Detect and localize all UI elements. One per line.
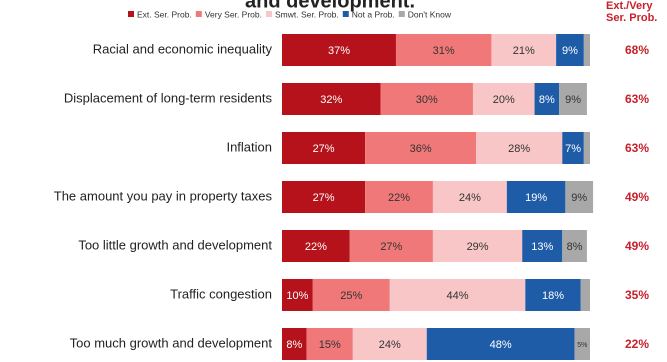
- bar-segment: [491, 34, 557, 66]
- value-label: 36%: [410, 143, 432, 155]
- bar-segment: [365, 132, 477, 164]
- value-label: 24%: [379, 339, 401, 351]
- legend-label: Don't Know: [408, 9, 452, 19]
- bar-segment: [395, 34, 492, 66]
- value-label: 5%: [577, 342, 587, 349]
- value-label: 20%: [493, 94, 515, 106]
- legend-label: Very Ser. Prob.: [205, 9, 262, 19]
- category-label: Too little growth and development: [78, 237, 272, 252]
- category-label: Displacement of long-term residents: [64, 90, 273, 105]
- bar-segment: [365, 181, 433, 213]
- category-label: Inflation: [226, 139, 272, 154]
- bar-segment: [583, 34, 590, 66]
- bar-segment: [472, 83, 535, 115]
- bar-segment: [562, 230, 587, 262]
- value-label: 29%: [467, 241, 489, 253]
- value-label: 9%: [562, 45, 578, 57]
- value-label: 7%: [565, 143, 581, 155]
- category-label: Traffic congestion: [170, 286, 272, 301]
- bar-segment: [312, 279, 390, 311]
- bar-segment: [580, 279, 590, 311]
- value-label: 32%: [320, 94, 342, 106]
- legend-swatch: [128, 11, 134, 17]
- legend-label: Not a Prob.: [352, 9, 395, 19]
- bar-segment: [525, 279, 581, 311]
- value-label: 27%: [313, 192, 335, 204]
- value-label: 9%: [565, 94, 581, 106]
- legend-swatch: [265, 11, 272, 17]
- bar-segment: [506, 181, 566, 213]
- bar-segment: [352, 328, 427, 360]
- category-label: The amount you pay in property taxes: [54, 188, 273, 203]
- legend-swatch: [342, 11, 349, 17]
- value-label: 13%: [531, 241, 553, 253]
- bar-segment: [282, 181, 366, 213]
- bar-segment: [574, 328, 590, 360]
- chart-title: and development.: [245, 0, 415, 12]
- bar-segment: [282, 279, 313, 311]
- value-label: 19%: [525, 192, 547, 204]
- category-label: Too much growth and development: [70, 335, 273, 350]
- bar-segment: [282, 132, 366, 164]
- value-label: 8%: [567, 241, 583, 253]
- bar-segment: [432, 181, 507, 213]
- bar-segment: [282, 83, 381, 115]
- total-label: 63%: [625, 141, 649, 155]
- bar-segment: [282, 328, 307, 360]
- totals-header: Ext./Very Ser. Prob.: [606, 0, 658, 24]
- value-label: 48%: [490, 339, 512, 351]
- value-label: 10%: [286, 290, 308, 302]
- bar-segment: [380, 83, 473, 115]
- value-label: 30%: [416, 94, 438, 106]
- value-label: 24%: [459, 192, 481, 204]
- bar-segment: [426, 328, 575, 360]
- bar-segment: [534, 83, 560, 115]
- value-label: 9%: [571, 192, 587, 204]
- legend-label: Smwt. Ser. Prob.: [275, 9, 339, 19]
- category-label: Racial and economic inequality: [93, 41, 273, 56]
- legend-label: Ext. Ser. Prob.: [137, 9, 192, 19]
- bar-segment: [583, 132, 590, 164]
- value-label: 18%: [542, 290, 564, 302]
- total-label: 49%: [625, 239, 649, 253]
- total-label: 63%: [625, 92, 649, 106]
- value-label: 8%: [539, 94, 555, 106]
- value-label: 31%: [433, 45, 455, 57]
- bar-segment: [282, 230, 350, 262]
- total-label: 35%: [625, 288, 649, 302]
- bar-segment: [562, 132, 584, 164]
- bar-segment: [306, 328, 353, 360]
- value-label: 27%: [380, 241, 402, 253]
- value-label: 25%: [340, 290, 362, 302]
- bar-segment: [556, 34, 584, 66]
- bar-segment: [349, 230, 433, 262]
- value-label: 22%: [305, 241, 327, 253]
- bar-segment: [282, 34, 396, 66]
- value-label: 22%: [388, 192, 410, 204]
- value-label: 27%: [313, 143, 335, 155]
- bar-segment: [522, 230, 563, 262]
- value-label: 44%: [447, 290, 469, 302]
- legend-swatch: [398, 11, 405, 17]
- total-label: 49%: [625, 190, 649, 204]
- bar-segment: [559, 83, 587, 115]
- value-label: 21%: [513, 45, 535, 57]
- bar-segment: [389, 279, 526, 311]
- value-label: 37%: [328, 45, 350, 57]
- value-label: 8%: [286, 339, 302, 351]
- bar-segment: [432, 230, 523, 262]
- total-label: 22%: [625, 337, 649, 351]
- legend-swatch: [195, 11, 202, 17]
- bar-segment: [565, 181, 594, 213]
- value-label: 28%: [508, 143, 530, 155]
- total-label: 68%: [625, 43, 649, 57]
- value-label: 15%: [319, 339, 341, 351]
- bar-segment: [476, 132, 563, 164]
